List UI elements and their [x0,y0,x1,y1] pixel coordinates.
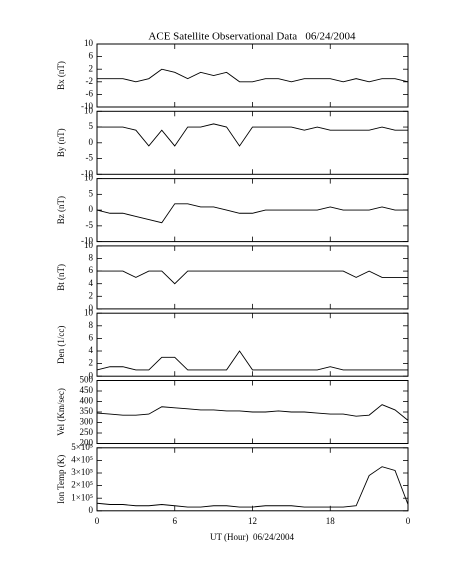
y-tick-label: 1×10⁵ [71,492,93,502]
y-tick-label: -6 [86,88,94,98]
y-axis-label: Ion Temp (K) [56,455,66,504]
panel-frame [96,110,409,175]
y-tick-label: 350 [80,406,94,416]
data-line [97,123,408,147]
y-tick-label: 2 [89,290,94,300]
y-tick-label: 0 [89,370,94,380]
y-axis-label: By (nT) [56,128,66,157]
y-tick-label: -5 [86,220,94,230]
x-tick-label: 0 [95,516,100,526]
y-tick-label: -2 [86,76,94,86]
y-tick-label: 0 [89,303,94,313]
data-line [96,404,409,421]
y-axis-label: Bx (nT) [56,61,66,90]
x-tick-label: 12 [248,516,257,526]
y-tick-label: 2 [89,358,94,368]
y-tick-label: 5 [89,121,94,131]
y-axis-label: Vel (Km/sec) [56,388,66,436]
y-tick-label: 3×10⁵ [71,467,93,477]
y-tick-label: 4×10⁵ [71,454,93,464]
y-tick-label: -5 [86,153,94,163]
y-tick-label: 10 [84,240,94,250]
x-tick-label: 18 [326,516,336,526]
data-line [97,270,408,285]
y-tick-label: 0 [89,204,94,214]
panel-frame [96,245,409,310]
y-tick-label: -10 [81,101,93,111]
y-tick-label: 6 [89,332,94,342]
y-tick-label: 500 [80,375,94,385]
y-tick-label: 400 [80,396,94,406]
y-axis-label: Bt (nT) [56,264,66,291]
y-tick-label: 0 [89,505,94,515]
x-tick-label: 6 [173,516,178,526]
y-tick-label: 6 [89,265,94,275]
panel-frame [96,312,409,377]
y-tick-label: 5 [89,188,94,198]
y-tick-label: 2 [89,63,94,73]
x-axis-label: UT (Hour) 06/24/2004 [210,532,295,542]
y-tick-label: 250 [80,427,94,437]
data-line [96,466,409,508]
y-axis-label: Den (1/cc) [56,326,66,364]
y-tick-label: 0 [89,137,94,147]
y-tick-label: 2×10⁵ [71,480,93,490]
y-tick-label: 300 [80,417,94,427]
y-tick-label: 10 [84,173,94,183]
y-tick-label: -10 [81,236,93,246]
y-tick-label: 450 [80,385,94,395]
panel-frame [96,43,409,108]
y-tick-label: 4 [89,345,94,355]
y-tick-label: 8 [89,320,94,330]
y-tick-label: 5×10⁵ [71,442,93,452]
data-line [96,350,408,371]
y-tick-label: 200 [80,438,94,448]
x-tick-label: 0 [406,516,411,526]
y-tick-label: -10 [81,168,93,178]
data-line [96,203,408,224]
y-axis-label: Bz (nT) [56,196,66,224]
data-line [97,68,409,83]
y-tick-label: 8 [89,253,94,263]
y-tick-label: 10 [84,105,94,115]
y-tick-label: 10 [84,307,94,317]
y-tick-label: 10 [84,38,94,48]
y-tick-label: 6 [89,51,94,61]
chart-title: ACE Satellite Observational Data 06/24/2… [148,31,356,43]
panel-frame [96,447,409,512]
y-tick-label: 4 [89,278,94,288]
